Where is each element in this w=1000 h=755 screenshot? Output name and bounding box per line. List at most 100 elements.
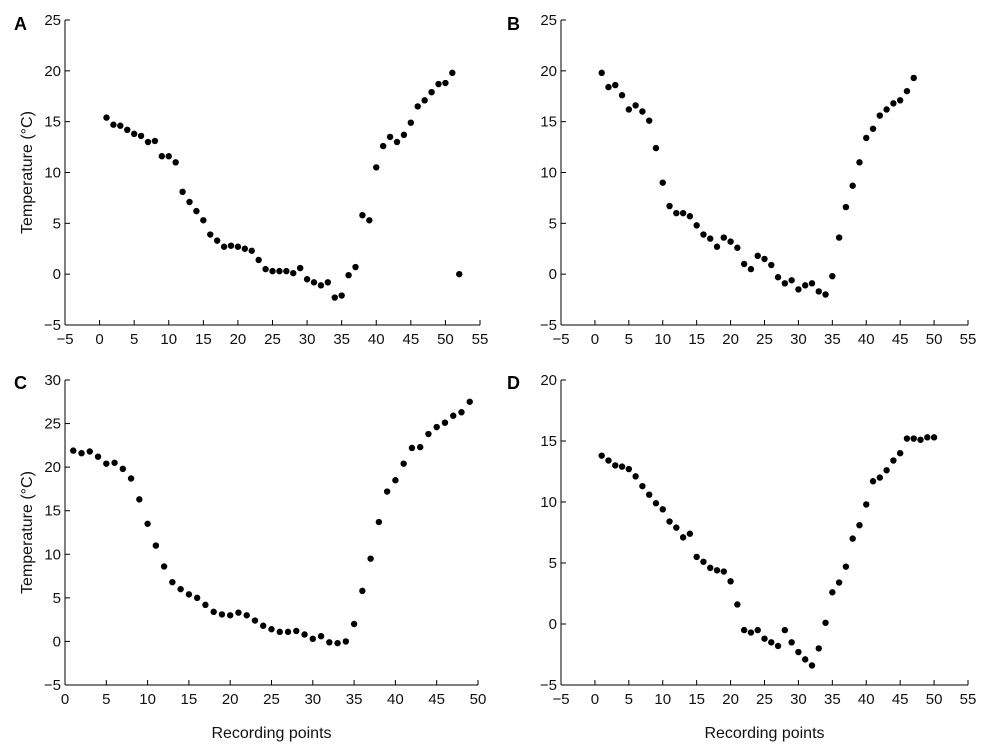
data-point — [144, 138, 152, 146]
data-point — [186, 198, 193, 206]
x-tick-label: 15 — [688, 331, 705, 348]
x-tick-label: 10 — [654, 691, 671, 708]
data-point — [296, 264, 304, 272]
data-point — [734, 244, 741, 251]
x-tick-label: 30 — [304, 691, 321, 708]
data-point — [713, 567, 721, 574]
data-point — [301, 631, 308, 638]
data-point — [136, 496, 143, 503]
x-tick-label: 5 — [102, 691, 110, 708]
data-point — [910, 74, 917, 82]
data-point — [808, 662, 816, 669]
data-point — [334, 639, 341, 647]
data-point — [754, 252, 761, 260]
data-point — [686, 530, 694, 537]
data-point — [392, 477, 399, 484]
data-point — [367, 555, 374, 562]
data-point — [842, 563, 850, 570]
data-point — [416, 443, 424, 451]
data-point — [127, 475, 135, 482]
panel-label: C — [14, 373, 27, 393]
data-point — [645, 117, 653, 124]
data-point — [331, 294, 338, 301]
data-point — [707, 564, 714, 572]
y-tick-label: 0 — [549, 616, 557, 633]
data-point — [130, 130, 138, 138]
panel-label: D — [507, 373, 520, 393]
y-tick-label: −5 — [540, 317, 557, 334]
data-point — [618, 463, 626, 470]
data-point — [707, 235, 714, 242]
data-point — [103, 114, 110, 121]
data-point — [652, 500, 660, 507]
y-tick-label: 5 — [53, 590, 61, 607]
data-point — [761, 255, 768, 263]
data-point — [172, 159, 179, 166]
x-tick-label: 35 — [824, 691, 841, 708]
data-point — [213, 237, 221, 244]
data-point — [379, 142, 387, 150]
x-tick-label: 25 — [263, 691, 280, 708]
y-tick-label: 5 — [549, 215, 557, 232]
data-point — [449, 69, 456, 77]
y-tick-label: 20 — [44, 63, 61, 80]
data-point — [727, 578, 734, 585]
y-tick-label: −5 — [44, 677, 61, 694]
data-point — [883, 467, 890, 474]
y-tick-label: 25 — [540, 12, 557, 29]
data-point — [393, 138, 401, 146]
data-point — [666, 518, 673, 525]
data-point — [383, 488, 391, 495]
x-tick-label: 20 — [722, 691, 739, 708]
x-tick-label: 5 — [625, 331, 633, 348]
data-point — [598, 69, 605, 77]
y-tick-label: 15 — [44, 503, 61, 520]
x-tick-label: 40 — [368, 331, 385, 348]
y-tick-label: 30 — [44, 372, 61, 389]
data-point — [210, 608, 217, 615]
data-point — [727, 238, 734, 245]
data-point — [179, 188, 186, 196]
data-point — [193, 594, 201, 602]
data-point — [645, 491, 653, 498]
data-point — [768, 639, 775, 646]
data-point — [441, 419, 449, 426]
data-point — [930, 434, 938, 441]
data-point — [450, 412, 457, 419]
data-point — [734, 601, 741, 608]
x-tick-label: 30 — [790, 331, 807, 348]
data-point — [883, 106, 890, 113]
data-point — [442, 79, 449, 87]
x-axis-title: Recording points — [211, 725, 331, 742]
data-point — [234, 243, 242, 250]
data-point — [268, 626, 275, 633]
data-point — [774, 274, 782, 281]
data-point — [400, 460, 407, 467]
data-point — [754, 626, 761, 634]
x-tick-label: 5 — [625, 691, 633, 708]
x-tick-label: 10 — [160, 331, 177, 348]
data-point — [324, 279, 332, 286]
data-point — [456, 270, 463, 278]
x-tick-label: 10 — [654, 331, 671, 348]
data-point — [160, 563, 168, 570]
y-tick-label: 25 — [44, 416, 61, 433]
y-tick-label: 15 — [44, 114, 61, 131]
data-point — [202, 601, 209, 609]
data-point — [350, 620, 358, 628]
data-point — [400, 131, 408, 139]
data-point — [910, 435, 917, 442]
data-point — [220, 243, 228, 250]
y-axis-title: Temperature (°C) — [19, 111, 36, 234]
data-point — [605, 83, 612, 91]
data-point — [612, 81, 619, 89]
x-tick-label: 15 — [181, 691, 198, 708]
data-point — [632, 102, 639, 109]
data-point — [326, 639, 333, 646]
data-point — [386, 133, 394, 141]
x-tick-label: 10 — [139, 691, 156, 708]
y-tick-label: 15 — [540, 433, 557, 450]
data-point — [618, 92, 626, 99]
data-point — [200, 217, 207, 224]
